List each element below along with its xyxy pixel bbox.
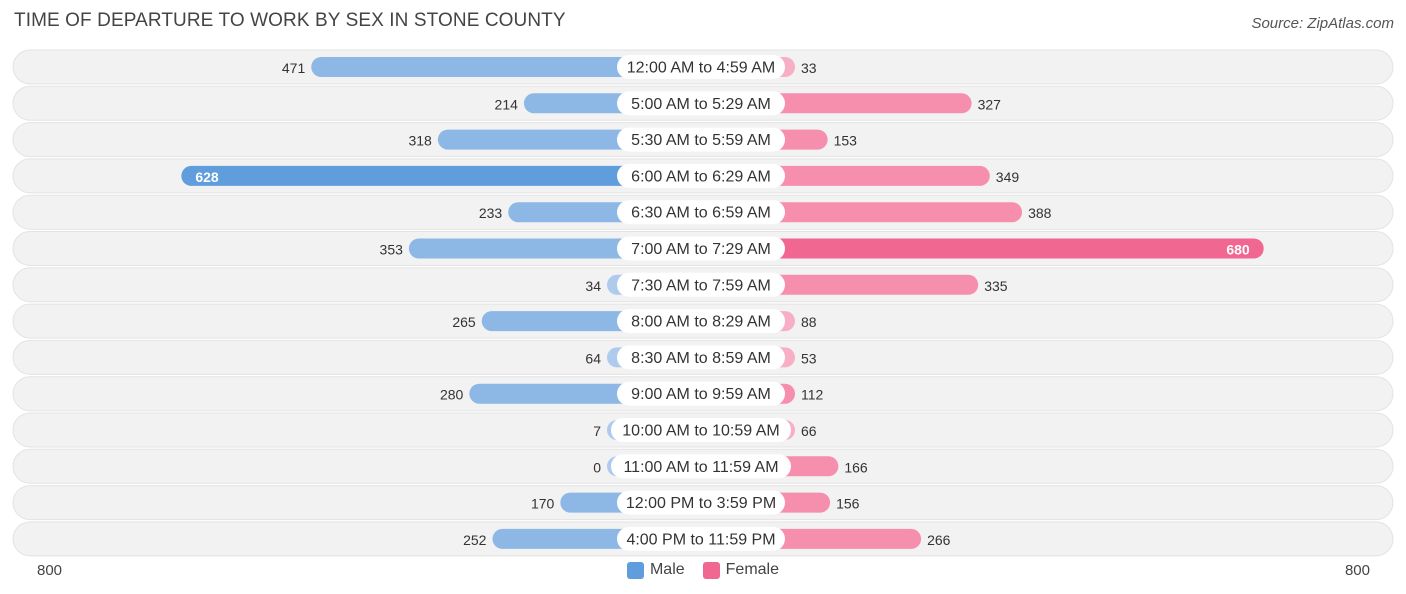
value-label-female: 33 xyxy=(801,60,817,76)
value-label-male: 0 xyxy=(593,459,601,475)
category-label-bg xyxy=(617,526,785,551)
category-label-bg xyxy=(617,55,785,79)
bar-female xyxy=(701,238,1264,259)
category-label: 11:00 AM to 11:59 AM xyxy=(623,459,778,476)
source-note: Source: ZipAtlas.com xyxy=(1251,15,1394,32)
category-label: 8:30 AM to 8:59 AM xyxy=(631,350,771,367)
value-label-female: 388 xyxy=(1028,205,1052,221)
category-label-bg xyxy=(617,91,785,116)
category-label-bg xyxy=(617,309,785,334)
legend-item-male[interactable]: Male xyxy=(626,561,685,579)
value-label-female: 327 xyxy=(978,96,1002,112)
value-label-male: 628 xyxy=(195,169,219,185)
value-label-female: 166 xyxy=(844,459,868,475)
legend-swatch-female xyxy=(702,561,720,579)
value-label-female: 335 xyxy=(984,278,1008,294)
chart-title: TIME OF DEPARTURE TO WORK BY SEX IN STON… xyxy=(14,10,566,31)
axis-max-left: 800 xyxy=(37,562,63,579)
category-label-bg xyxy=(617,163,785,188)
category-label-bg xyxy=(617,127,785,152)
value-label-female: 156 xyxy=(836,496,860,512)
bar-male xyxy=(311,57,701,77)
legend-label-female: Female xyxy=(725,561,780,578)
value-label-female: 53 xyxy=(801,350,817,366)
legend: Male Female xyxy=(0,561,1406,579)
category-label-bg xyxy=(617,490,785,515)
category-label-bg xyxy=(617,236,785,261)
category-label: 5:30 AM to 5:59 AM xyxy=(631,132,771,149)
category-label: 10:00 AM to 10:59 AM xyxy=(622,423,779,440)
value-label-male: 214 xyxy=(495,96,519,112)
value-label-female: 66 xyxy=(801,423,817,439)
value-label-female: 153 xyxy=(834,133,858,149)
category-label-bg xyxy=(617,272,785,297)
axis-max-right: 800 xyxy=(1344,562,1370,579)
category-label-bg xyxy=(617,381,785,406)
value-label-female: 88 xyxy=(801,314,817,330)
value-label-male: 7 xyxy=(593,423,601,439)
category-label: 4:00 PM to 11:59 PM xyxy=(626,531,775,548)
value-label-male: 64 xyxy=(585,350,601,366)
bar-male xyxy=(181,165,701,186)
value-label-female: 349 xyxy=(996,169,1020,185)
category-label: 12:00 AM to 4:59 AM xyxy=(627,60,776,77)
category-label-bg xyxy=(617,200,785,225)
legend-swatch-male xyxy=(626,561,644,579)
category-label-bg xyxy=(617,345,785,370)
value-label-male: 353 xyxy=(380,242,404,258)
category-label: 6:00 AM to 6:29 AM xyxy=(631,168,771,185)
category-label: 7:30 AM to 7:59 AM xyxy=(631,277,771,294)
value-label-male: 265 xyxy=(452,314,476,330)
value-label-female: 112 xyxy=(801,387,824,403)
value-label-male: 471 xyxy=(282,60,306,76)
category-label-bg xyxy=(611,454,791,479)
category-label: 6:30 AM to 6:59 AM xyxy=(631,205,771,222)
category-label-bg xyxy=(611,418,791,442)
value-label-male: 252 xyxy=(463,532,487,548)
value-label-female: 680 xyxy=(1226,242,1250,258)
legend-item-female[interactable]: Female xyxy=(702,561,780,579)
value-label-male: 233 xyxy=(479,205,503,221)
category-label: 7:00 AM to 7:29 AM xyxy=(631,241,771,258)
category-label: 5:00 AM to 5:29 AM xyxy=(631,96,771,113)
value-label-male: 318 xyxy=(408,133,432,149)
category-label: 9:00 AM to 9:59 AM xyxy=(631,386,771,403)
value-label-male: 280 xyxy=(440,387,464,403)
value-label-male: 34 xyxy=(585,278,601,294)
value-label-male: 170 xyxy=(531,496,555,512)
category-label: 12:00 PM to 3:59 PM xyxy=(626,495,776,512)
legend-label-male: Male xyxy=(649,561,685,578)
value-label-female: 266 xyxy=(927,532,951,548)
category-label: 8:00 AM to 8:29 AM xyxy=(631,314,771,331)
